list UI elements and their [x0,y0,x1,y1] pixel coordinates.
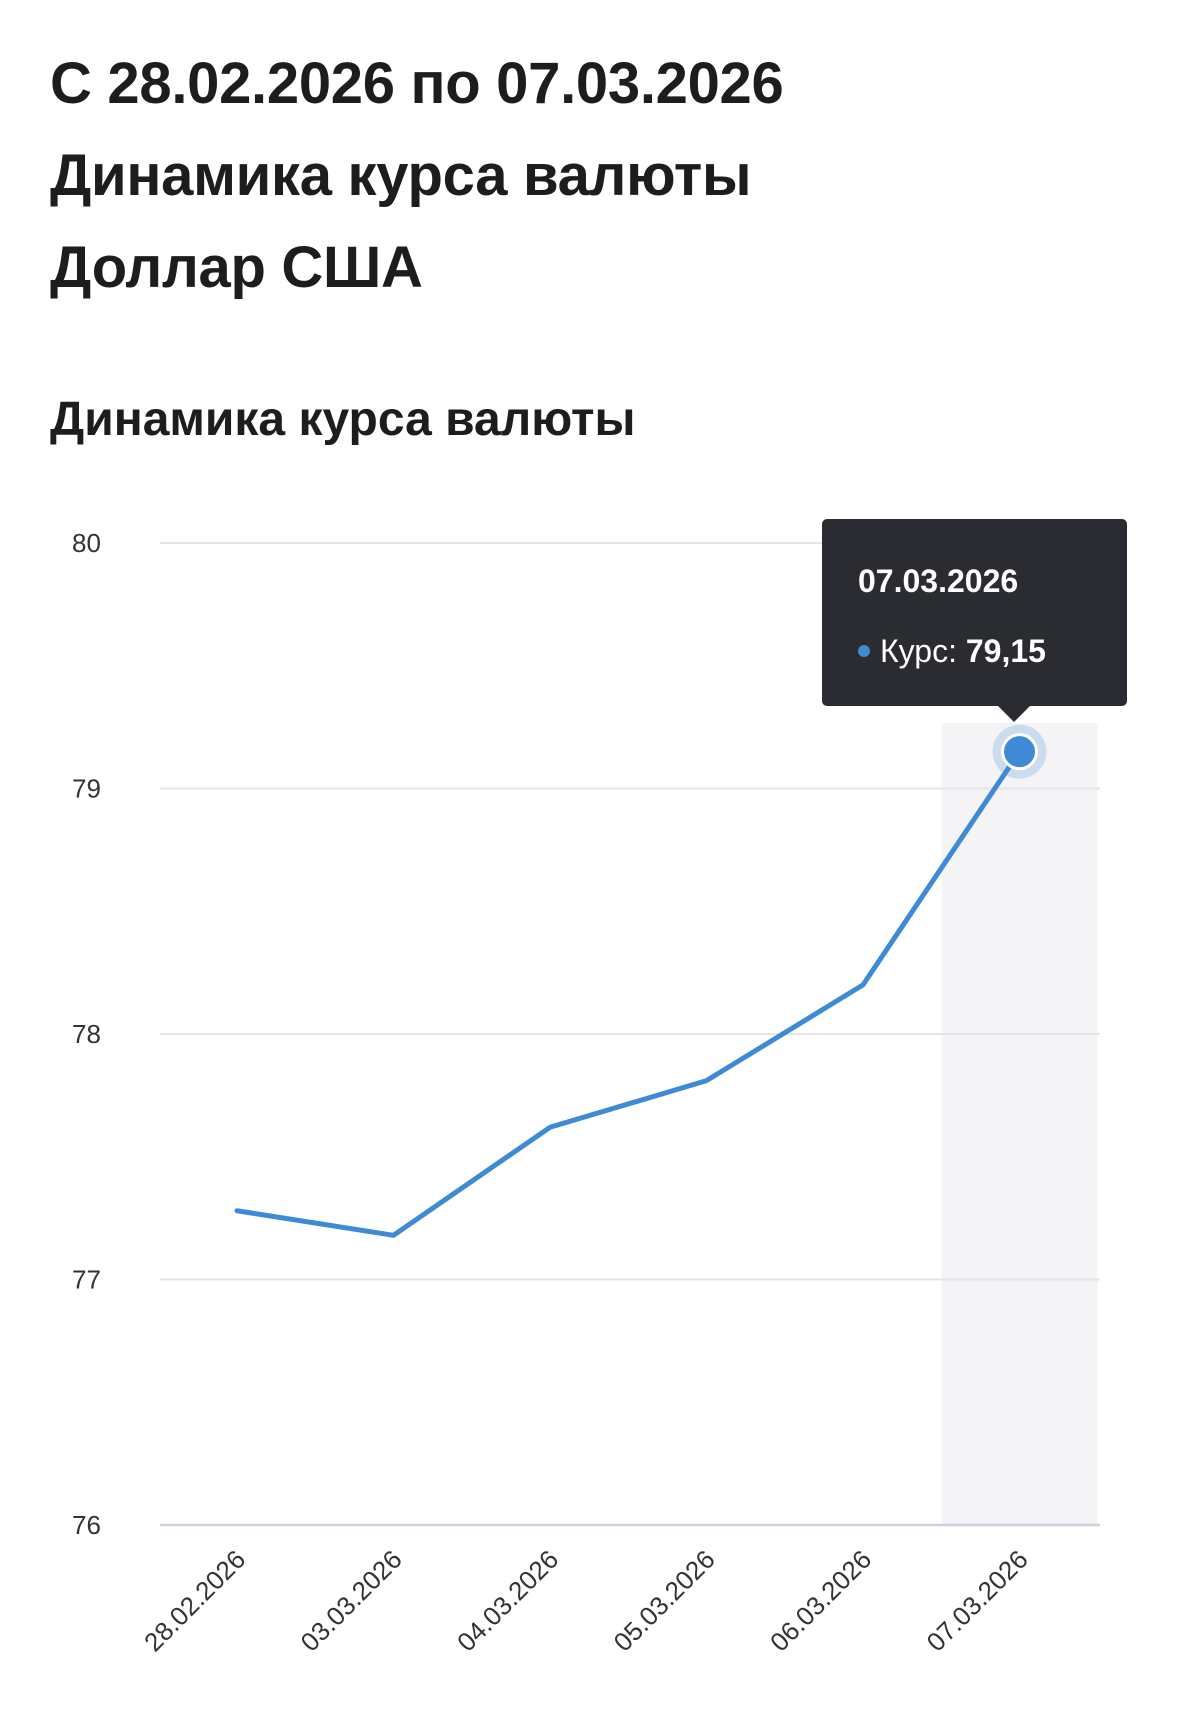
series-line [234,749,1022,1238]
page-header: С 28.02.2026 по 07.03.2026 Динамика курс… [50,38,1150,314]
y-tick-label: 78 [72,1019,101,1049]
tooltip-value: 79,15 [965,633,1046,669]
tooltip-series-label: Курс: [880,633,957,669]
tooltip-series-dot [858,644,870,657]
y-tick-label: 80 [72,528,101,558]
y-tick-label: 76 [72,1510,101,1540]
tooltip-row: Курс: 79,15 [858,631,1127,671]
title-subject: Динамика курса валюты [50,143,752,208]
data-point-highlighted[interactable] [1001,733,1038,771]
x-tick-label: 07.03.2026 [921,1544,1034,1657]
x-tick-label: 03.03.2026 [295,1544,408,1657]
chart-tooltip: 07.03.2026 Курс: 79,15 [822,519,1127,722]
highlight-band [941,723,1098,1525]
y-tick-label: 77 [72,1265,101,1295]
x-tick-label: 05.03.2026 [608,1544,721,1657]
title-date-range: С 28.02.2026 по 07.03.2026 [50,51,784,116]
x-tick-label: 28.02.2026 [138,1544,251,1657]
tooltip-date: 07.03.2026 [858,563,1019,599]
title-currency: Доллар США [50,235,423,300]
x-tick-label: 06.03.2026 [764,1544,877,1657]
x-tick-label: 04.03.2026 [451,1544,564,1657]
y-tick-label: 79 [72,774,101,804]
section-title: Динамика курса валюты [50,393,636,446]
